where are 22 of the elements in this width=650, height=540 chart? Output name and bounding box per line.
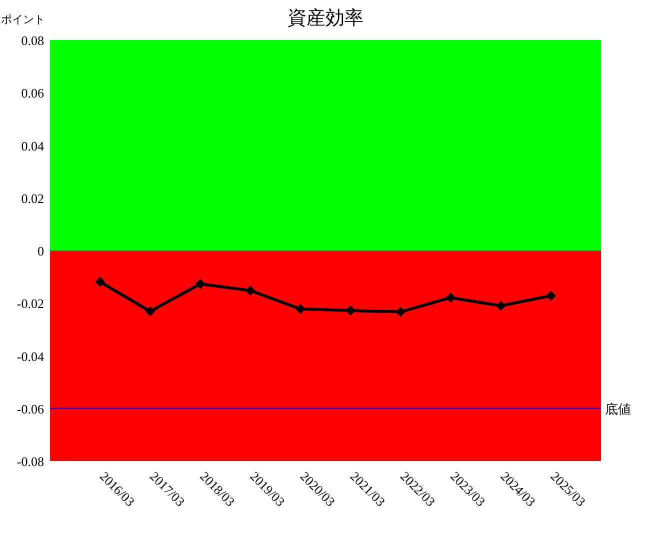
point bbox=[446, 292, 456, 303]
point bbox=[346, 305, 356, 316]
ref-line-label: 底値 bbox=[605, 401, 631, 416]
y-tick-label: 0.02 bbox=[21, 190, 44, 206]
point bbox=[396, 306, 406, 317]
point bbox=[295, 304, 306, 314]
point bbox=[245, 285, 256, 296]
point bbox=[496, 300, 506, 311]
y-tick-label: -0.06 bbox=[16, 401, 44, 416]
chart-title: 資産効率 bbox=[288, 7, 364, 29]
point bbox=[95, 276, 106, 287]
y-tick-label: -0.04 bbox=[16, 348, 44, 364]
y-tick-label: 0.08 bbox=[21, 33, 44, 48]
y-tick-label: 0.04 bbox=[21, 138, 44, 154]
point bbox=[546, 290, 556, 301]
point bbox=[145, 306, 156, 316]
y-tick-label: 0 bbox=[38, 244, 44, 258]
point bbox=[195, 278, 206, 289]
y-axis-title: ポイント bbox=[1, 14, 45, 26]
y-tick-label: -0.08 bbox=[16, 454, 44, 469]
y-tick-label: 0.06 bbox=[21, 86, 44, 101]
y-tick-label: -0.02 bbox=[16, 296, 44, 312]
